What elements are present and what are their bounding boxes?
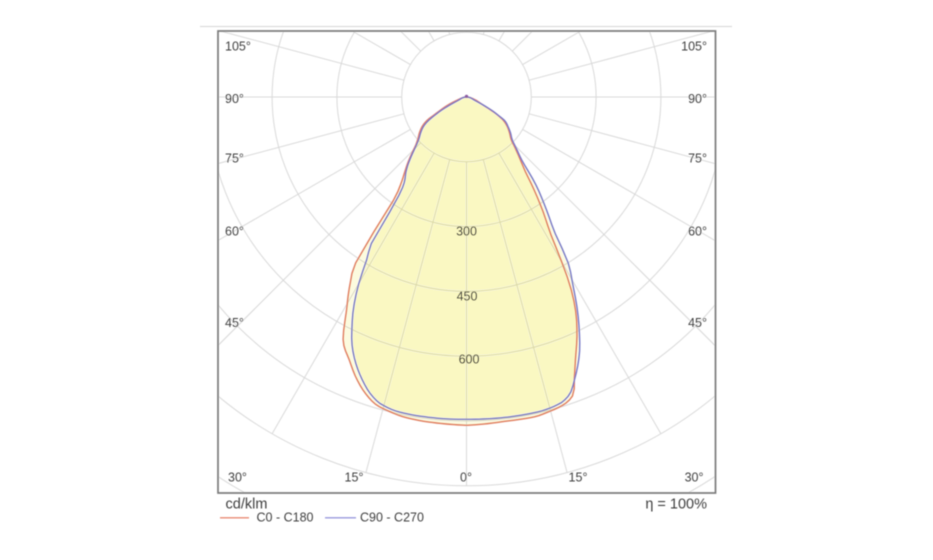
- svg-text:C0 - C180: C0 - C180: [257, 511, 314, 525]
- svg-text:600: 600: [459, 353, 480, 367]
- svg-text:105°: 105°: [225, 40, 251, 54]
- svg-text:60°: 60°: [688, 225, 707, 239]
- svg-text:60°: 60°: [225, 225, 244, 239]
- svg-text:105°: 105°: [681, 40, 707, 54]
- svg-text:90°: 90°: [688, 92, 707, 106]
- svg-text:45°: 45°: [688, 316, 707, 330]
- svg-text:15°: 15°: [345, 471, 364, 485]
- svg-text:75°: 75°: [225, 152, 244, 166]
- svg-text:0°: 0°: [460, 471, 472, 485]
- svg-text:30°: 30°: [228, 471, 247, 485]
- svg-text:90°: 90°: [225, 92, 244, 106]
- svg-text:45°: 45°: [225, 316, 244, 330]
- svg-text:450: 450: [457, 289, 478, 303]
- svg-text:cd/klm: cd/klm: [226, 497, 268, 513]
- svg-text:30°: 30°: [685, 471, 704, 485]
- svg-text:C90 - C270: C90 - C270: [360, 511, 424, 525]
- svg-text:15°: 15°: [569, 471, 588, 485]
- svg-text:75°: 75°: [688, 152, 707, 166]
- svg-text:300: 300: [456, 225, 477, 239]
- svg-text:η = 100%: η = 100%: [645, 497, 707, 513]
